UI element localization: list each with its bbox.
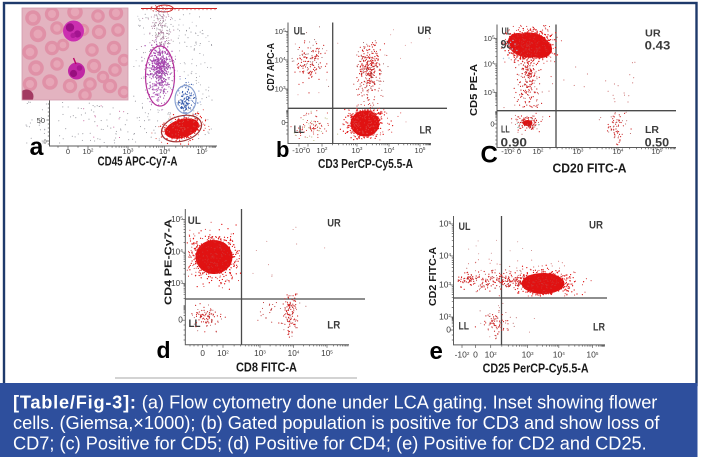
svg-text:0: 0 (43, 140, 46, 146)
svg-text:CD4 PE-Cy7-A: CD4 PE-Cy7-A (163, 219, 175, 305)
svg-text:104: 104 (484, 60, 495, 69)
svg-text:-102: -102 (501, 147, 515, 156)
svg-text:0: 0 (446, 325, 451, 335)
svg-text:102: 102 (217, 349, 229, 358)
svg-text:103: 103 (484, 88, 495, 97)
svg-text:105: 105 (415, 146, 426, 155)
svg-text:a: a (30, 133, 45, 161)
svg-text:CD7 APC-A: CD7 APC-A (265, 43, 277, 91)
svg-text:103: 103 (522, 349, 534, 359)
svg-text:d: d (157, 337, 171, 363)
svg-text:104: 104 (159, 147, 170, 156)
svg-text:0: 0 (517, 147, 521, 156)
svg-text:UL: UL (188, 215, 201, 227)
svg-text:UL: UL (459, 221, 471, 233)
svg-text:LR: LR (645, 125, 660, 136)
svg-text:104: 104 (613, 147, 624, 156)
svg-text:LL: LL (294, 124, 305, 136)
svg-text:CD2 FITC-A: CD2 FITC-A (427, 247, 439, 306)
svg-text:103: 103 (352, 146, 363, 155)
svg-text:0.50: 0.50 (645, 137, 670, 150)
svg-text:LL: LL (459, 321, 470, 333)
svg-text:0: 0 (490, 120, 494, 129)
svg-text:UL: UL (502, 27, 512, 38)
svg-text:CD25 PerCP-Cy5.5-A: CD25 PerCP-Cy5.5-A (483, 361, 589, 375)
svg-text:0: 0 (281, 118, 285, 127)
svg-text:0.90: 0.90 (501, 137, 528, 150)
svg-text:CD3 PerCP-Cy5.5-A: CD3 PerCP-Cy5.5-A (318, 157, 413, 171)
svg-text:UR: UR (417, 25, 431, 37)
svg-text:102: 102 (83, 147, 94, 156)
svg-text:105: 105 (652, 147, 663, 156)
svg-text:CD20 FITC-A: CD20 FITC-A (553, 161, 628, 176)
svg-text:-102: -102 (455, 349, 470, 359)
svg-text:105: 105 (171, 215, 183, 224)
svg-text:102: 102 (439, 312, 451, 322)
svg-text:105: 105 (484, 34, 495, 43)
svg-text:105: 105 (439, 219, 451, 229)
svg-text:UR: UR (589, 219, 603, 231)
svg-text:C: C (481, 142, 498, 169)
svg-text:105: 105 (197, 147, 208, 156)
svg-text:103: 103 (573, 147, 584, 156)
svg-text:0.43: 0.43 (645, 39, 671, 52)
svg-text:e: e (430, 338, 443, 365)
svg-text:50: 50 (37, 116, 45, 125)
svg-text:103: 103 (275, 85, 286, 94)
svg-text:CD8 FITC-A: CD8 FITC-A (236, 361, 297, 375)
svg-text:LL: LL (501, 125, 510, 136)
svg-text:103: 103 (439, 280, 451, 290)
svg-text:CD5 PE-A: CD5 PE-A (468, 64, 480, 116)
svg-text:-102: -102 (292, 146, 306, 155)
svg-text:CD45 APC-Cy7-A: CD45 APC-Cy7-A (98, 155, 178, 169)
svg-text:0: 0 (473, 349, 478, 359)
svg-text:102: 102 (317, 146, 328, 155)
svg-text:0: 0 (306, 146, 310, 155)
svg-text:0: 0 (66, 147, 70, 156)
svg-text:UR: UR (645, 28, 662, 39)
svg-text:UR: UR (327, 218, 341, 230)
svg-text:105: 105 (321, 349, 333, 358)
svg-text:105: 105 (586, 349, 598, 359)
svg-text:103: 103 (254, 349, 266, 358)
svg-text:104: 104 (384, 146, 395, 155)
svg-text:cells. (Giemsa,×1000); (b) Gat: cells. (Giemsa,×1000); (b) Gated populat… (13, 413, 660, 433)
svg-text:b: b (276, 137, 289, 162)
svg-text:103: 103 (171, 279, 183, 288)
svg-text:102: 102 (533, 147, 544, 156)
svg-text:0: 0 (200, 349, 205, 358)
svg-text:102: 102 (485, 349, 497, 359)
svg-text:103: 103 (123, 147, 134, 156)
svg-text:104: 104 (288, 349, 300, 358)
svg-text:104: 104 (553, 349, 565, 359)
svg-text:LR: LR (593, 322, 605, 334)
svg-text:0: 0 (178, 316, 183, 325)
svg-text:[Table/Fig-3]: (a) Flow cytome: [Table/Fig-3]: (a) Flow cytometry done u… (13, 392, 657, 412)
svg-text:LR: LR (420, 124, 432, 136)
svg-text:UL: UL (294, 25, 306, 37)
svg-text:104: 104 (275, 56, 286, 65)
svg-text:104: 104 (171, 248, 183, 257)
svg-text:105: 105 (275, 27, 286, 36)
svg-text:CD7; (c) Positive for CD5; (d): CD7; (c) Positive for CD5; (d) Positive … (13, 433, 647, 453)
svg-text:LR: LR (327, 320, 340, 332)
svg-text:104: 104 (439, 251, 451, 261)
